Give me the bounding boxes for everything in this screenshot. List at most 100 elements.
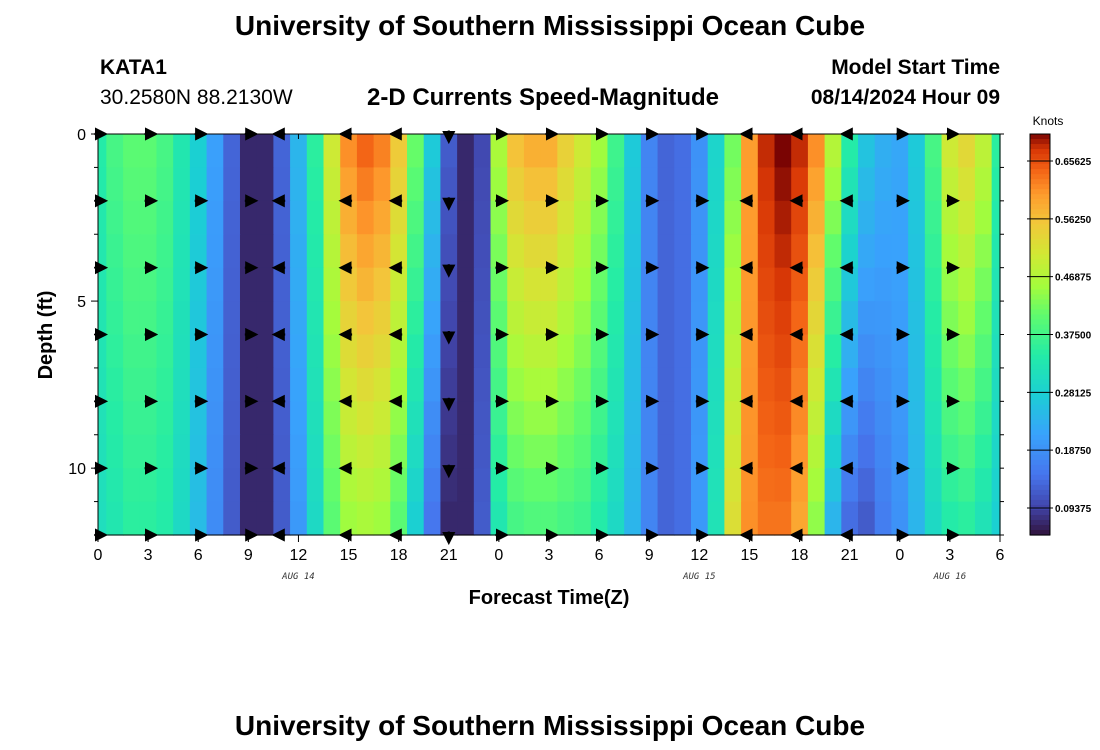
heat-cell — [189, 267, 208, 302]
heat-cell — [891, 367, 909, 402]
heat-cell — [774, 434, 792, 469]
colorbar-segment — [1030, 469, 1050, 476]
heat-cell — [557, 334, 575, 369]
heat-cell — [924, 468, 943, 503]
heat-cell — [457, 301, 475, 336]
heat-cell — [340, 134, 358, 169]
heat-cell — [807, 234, 826, 269]
heat-cell — [256, 401, 274, 436]
heat-cell — [824, 468, 842, 503]
x-tick-label: 0 — [94, 547, 103, 564]
heat-cell — [674, 501, 692, 536]
heat-cell — [974, 267, 993, 302]
heat-cell — [540, 134, 558, 169]
heat-cell — [707, 501, 725, 536]
heat-cell — [306, 200, 325, 235]
heat-cell — [974, 401, 993, 436]
heat-cell — [206, 401, 224, 436]
colorbar-segment — [1030, 369, 1050, 376]
colorbar-segment — [1030, 519, 1050, 526]
heat-cell — [874, 434, 893, 469]
heat-cell — [607, 200, 625, 235]
heat-cell — [757, 200, 776, 235]
colorbar-segment — [1030, 189, 1050, 195]
heat-cell — [356, 401, 375, 436]
heat-cell — [423, 401, 442, 436]
x-tick-label: 6 — [194, 547, 203, 564]
heat-cell — [874, 401, 893, 436]
heat-cell — [791, 434, 809, 469]
heat-cell — [206, 334, 224, 369]
colorbar-segment — [1030, 424, 1050, 431]
heat-cell — [841, 468, 859, 503]
heat-cell — [624, 301, 642, 336]
colorbar-segment — [1030, 489, 1050, 496]
heat-cell — [540, 334, 558, 369]
heat-cell — [390, 234, 408, 269]
heat-cell — [473, 401, 492, 436]
heat-cell — [574, 134, 592, 169]
heat-cell — [290, 334, 308, 369]
heat-cell — [874, 234, 893, 269]
heat-cell — [273, 200, 291, 235]
heat-cell — [891, 501, 909, 536]
heat-cell — [741, 167, 759, 202]
colorbar: 0.65625 0.56250 0.46875 0.37500 0.28125 0.187… — [1027, 133, 1092, 536]
colorbar-segment — [1030, 484, 1050, 491]
colorbar-segment — [1030, 289, 1050, 295]
heat-cell — [540, 401, 558, 436]
heat-cell — [574, 234, 592, 269]
heat-cell — [607, 434, 625, 469]
heat-cell — [724, 434, 742, 469]
heat-cell — [223, 434, 241, 469]
heat-cell — [457, 234, 475, 269]
heat-cell — [440, 468, 458, 503]
heat-cell — [256, 301, 274, 336]
heat-cell — [874, 301, 893, 336]
heat-cell — [156, 134, 174, 169]
heat-cell — [958, 434, 976, 469]
colorbar-tick-label: 0.18750 — [1055, 446, 1092, 457]
heat-cell — [824, 501, 842, 536]
heat-cell — [390, 501, 408, 536]
heat-cell — [674, 167, 692, 202]
heat-cell — [924, 301, 943, 336]
heat-cell — [958, 468, 976, 503]
colorbar-segment — [1030, 379, 1050, 386]
heat-cell — [189, 501, 208, 536]
heat-cell — [223, 134, 241, 169]
heat-cell — [290, 401, 308, 436]
heat-cell — [757, 434, 776, 469]
heat-cell — [958, 334, 976, 369]
heat-cell — [523, 434, 542, 469]
heat-cell — [974, 434, 993, 469]
heat-cell — [607, 468, 625, 503]
heat-cell — [323, 134, 341, 169]
heat-cell — [189, 334, 208, 369]
colorbar-segment — [1030, 354, 1050, 361]
heat-cell — [640, 367, 659, 402]
heat-cell — [540, 167, 558, 202]
heat-cell — [340, 367, 358, 402]
heat-cell — [858, 267, 876, 302]
heat-cell — [507, 167, 525, 202]
heat-cell — [490, 134, 508, 169]
heat-cell — [189, 234, 208, 269]
heat-cell — [206, 468, 224, 503]
heat-cell — [490, 301, 508, 336]
heat-cell — [223, 167, 241, 202]
x-tick-label: 6 — [996, 547, 1005, 564]
x-tick-label: 21 — [841, 547, 859, 564]
heat-cell — [991, 200, 1001, 235]
heat-cell — [690, 301, 709, 336]
heat-cell — [290, 134, 308, 169]
heat-cell — [139, 200, 158, 235]
heat-cell — [223, 501, 241, 536]
heat-cell — [457, 334, 475, 369]
heat-cell — [624, 134, 642, 169]
heat-cell — [941, 501, 959, 536]
colorbar-segment — [1030, 184, 1050, 190]
heat-cell — [407, 468, 425, 503]
colorbar-segment — [1030, 244, 1050, 250]
colorbar-segment — [1030, 269, 1050, 275]
